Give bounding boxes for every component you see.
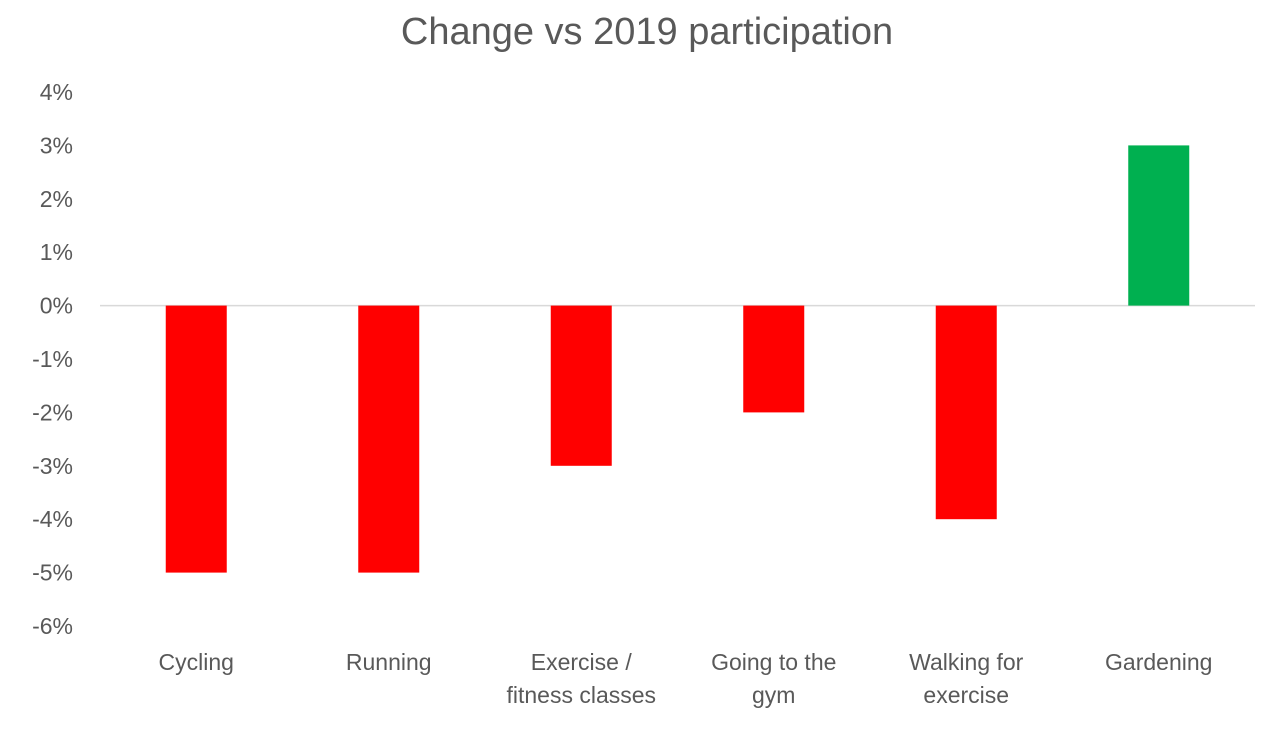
x-tick-label: Cycling bbox=[159, 649, 234, 675]
y-tick-label: -6% bbox=[32, 613, 73, 639]
x-tick-label: Walking for exercise bbox=[909, 649, 1024, 708]
x-tick-label: Running bbox=[346, 649, 432, 675]
y-tick-label: 1% bbox=[40, 239, 73, 265]
y-tick-label: 3% bbox=[40, 132, 73, 158]
x-tick-label-line: Going to the bbox=[711, 649, 836, 675]
y-tick-label: -4% bbox=[32, 506, 73, 532]
y-tick-label: -1% bbox=[32, 346, 73, 372]
x-tick-label-line: gym bbox=[752, 682, 795, 708]
chart-title: Change vs 2019 participation bbox=[401, 11, 893, 53]
x-tick-label-line: Running bbox=[346, 649, 432, 675]
bar bbox=[358, 305, 420, 573]
bars bbox=[165, 145, 1190, 573]
x-tick-label-line: exercise bbox=[923, 682, 1009, 708]
bar bbox=[935, 305, 997, 520]
x-tick-label-line: Cycling bbox=[159, 649, 234, 675]
y-tick-label: -2% bbox=[32, 399, 73, 425]
x-axis: Cycling Running Exercise / fitness classes G… bbox=[159, 649, 1213, 708]
x-tick-label: Going to the gym bbox=[711, 649, 836, 708]
x-tick-label: Exercise / fitness classes bbox=[506, 649, 656, 708]
y-tick-label: -3% bbox=[32, 453, 73, 479]
y-tick-label: 4% bbox=[40, 79, 73, 105]
bar bbox=[165, 305, 227, 573]
x-tick-label-line: Gardening bbox=[1105, 649, 1212, 675]
x-tick-label: Gardening bbox=[1105, 649, 1212, 675]
bar bbox=[1128, 145, 1190, 306]
x-tick-label-line: Walking for bbox=[909, 649, 1024, 675]
bar bbox=[743, 305, 805, 413]
x-tick-label-line: Exercise / bbox=[531, 649, 633, 675]
y-axis: 4% 3% 2% 1% 0% -1% -2% -3% -4% -5% -6% bbox=[32, 79, 73, 639]
y-tick-label: 2% bbox=[40, 186, 73, 212]
y-tick-label: -5% bbox=[32, 560, 73, 586]
y-tick-label: 0% bbox=[40, 293, 73, 319]
x-tick-label-line: fitness classes bbox=[506, 682, 656, 708]
bar bbox=[550, 305, 612, 466]
